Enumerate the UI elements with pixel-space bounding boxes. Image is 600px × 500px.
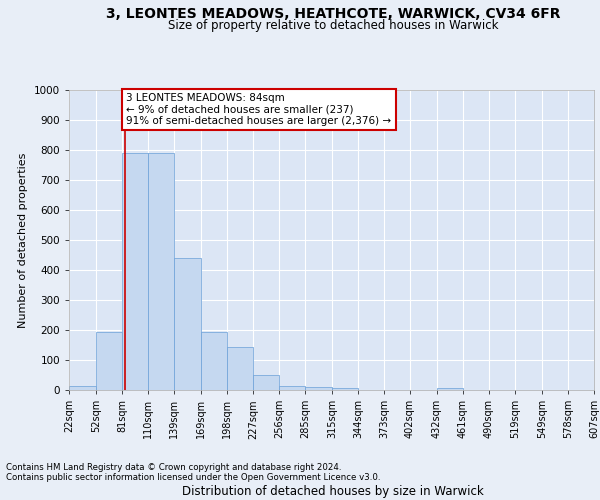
Bar (201, 332, 227, 390)
Bar (437, 388, 463, 390)
Text: Contains public sector information licensed under the Open Government Licence v3: Contains public sector information licen… (6, 474, 380, 482)
Bar (227, 346, 253, 390)
Bar (305, 387, 332, 390)
Text: 3 LEONTES MEADOWS: 84sqm
← 9% of detached houses are smaller (237)
91% of semi-d: 3 LEONTES MEADOWS: 84sqm ← 9% of detache… (127, 93, 392, 126)
Bar (332, 388, 358, 390)
Text: 3, LEONTES MEADOWS, HEATHCOTE, WARWICK, CV34 6FR: 3, LEONTES MEADOWS, HEATHCOTE, WARWICK, … (106, 8, 560, 22)
Bar (96, 332, 122, 390)
Bar (122, 153, 148, 390)
Text: Contains HM Land Registry data © Crown copyright and database right 2024.: Contains HM Land Registry data © Crown c… (6, 464, 341, 472)
Text: Distribution of detached houses by size in Warwick: Distribution of detached houses by size … (182, 484, 484, 498)
Y-axis label: Number of detached properties: Number of detached properties (18, 152, 28, 328)
Bar (148, 153, 174, 390)
Bar (253, 375, 279, 390)
Bar (69, 386, 96, 390)
Text: Size of property relative to detached houses in Warwick: Size of property relative to detached ho… (168, 19, 498, 32)
Bar (279, 386, 305, 390)
Bar (174, 258, 201, 390)
